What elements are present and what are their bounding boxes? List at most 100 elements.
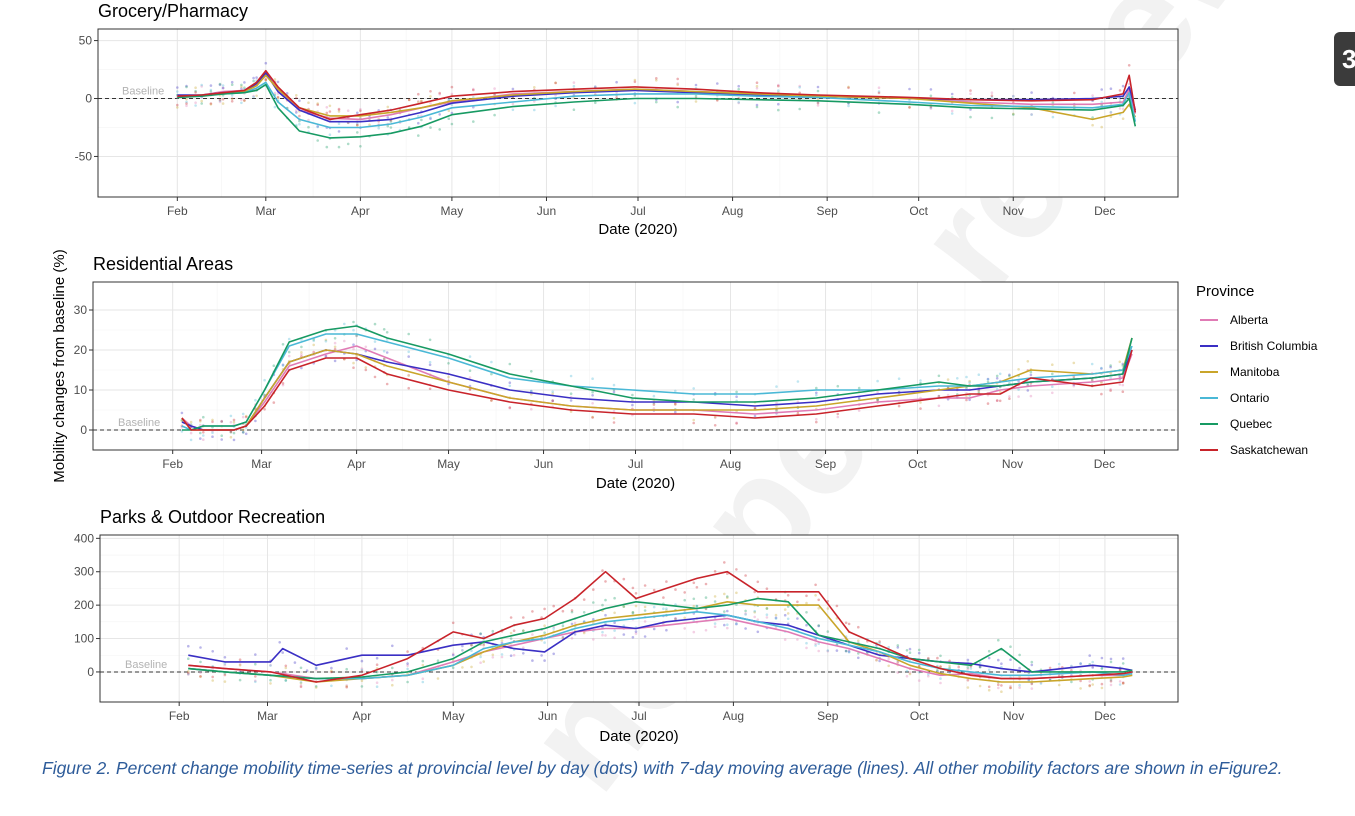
daily-dot [694, 100, 698, 103]
daily-dot [847, 650, 851, 653]
daily-dot [1018, 666, 1021, 670]
daily-dot [987, 668, 991, 672]
daily-dot [591, 390, 594, 394]
daily-dot [436, 677, 440, 680]
daily-dot [364, 368, 368, 372]
daily-dot [511, 87, 515, 91]
daily-dot [522, 616, 525, 619]
daily-dot [744, 574, 747, 577]
daily-dot [622, 577, 626, 581]
daily-dot [185, 100, 188, 104]
daily-dot [500, 655, 504, 659]
daily-dot [1100, 381, 1103, 384]
daily-dot [753, 414, 757, 418]
daily-dot [847, 650, 851, 654]
daily-dot [929, 106, 933, 109]
daily-dot [185, 97, 188, 101]
daily-dot [391, 666, 394, 670]
daily-dot [176, 86, 179, 89]
x-tick-label: Jun [538, 709, 557, 723]
daily-dot [287, 337, 291, 341]
daily-dot [429, 116, 432, 119]
daily-dot [968, 398, 971, 402]
daily-dot [857, 409, 861, 412]
daily-dot [896, 646, 900, 649]
daily-dot [844, 621, 848, 625]
daily-dot [652, 605, 656, 609]
daily-dot [816, 101, 820, 104]
series-line-ontario [188, 610, 1133, 680]
daily-dot [451, 653, 455, 657]
daily-dot [221, 86, 225, 90]
daily-dot [990, 91, 994, 94]
daily-dot [377, 126, 381, 130]
daily-dot [969, 108, 972, 111]
daily-dot [633, 80, 637, 84]
daily-dot [328, 104, 332, 108]
daily-dot [284, 664, 288, 668]
daily-dot [543, 624, 546, 627]
daily-dot [194, 101, 197, 104]
daily-dot [594, 85, 597, 88]
daily-dot [479, 661, 482, 664]
daily-dot [428, 360, 432, 364]
daily-dot [1091, 116, 1094, 119]
daily-dot [615, 96, 618, 99]
daily-dot [551, 399, 554, 403]
daily-dot [429, 95, 432, 98]
y-tick-label: 30 [74, 303, 88, 317]
daily-dot [987, 685, 991, 689]
daily-dot [908, 106, 911, 109]
daily-dot [176, 106, 179, 109]
daily-dot [674, 410, 677, 414]
daily-dot [382, 349, 386, 353]
daily-dot [509, 631, 513, 635]
daily-dot [359, 109, 362, 113]
daily-dot [238, 658, 242, 661]
daily-dot [948, 666, 951, 670]
daily-dot [805, 646, 808, 650]
daily-dot [359, 108, 362, 111]
daily-dot [877, 111, 881, 114]
daily-dot [604, 580, 607, 583]
daily-dot [826, 607, 830, 610]
daily-dot [533, 108, 536, 112]
daily-dot [382, 357, 386, 361]
daily-dot [755, 84, 759, 88]
daily-dot [1000, 690, 1003, 693]
daily-dot [998, 372, 1002, 376]
daily-dot [1121, 681, 1125, 684]
daily-dot [1051, 115, 1055, 119]
daily-dot [1121, 362, 1125, 366]
daily-dot [209, 102, 213, 105]
daily-dot [591, 415, 594, 419]
x-tick-label: Apr [347, 457, 366, 471]
x-tick-label: Jun [534, 457, 553, 471]
daily-dot [744, 627, 747, 630]
daily-dot [1026, 360, 1030, 363]
daily-dot [229, 430, 233, 434]
daily-dot [908, 106, 911, 109]
daily-dot [1012, 113, 1015, 116]
daily-dot [826, 649, 830, 653]
daily-dot [857, 656, 860, 660]
daily-dot [990, 116, 994, 120]
daily-dot [554, 81, 557, 85]
daily-dot [836, 412, 840, 416]
daily-dot [218, 98, 222, 102]
daily-dot [428, 363, 432, 367]
daily-dot [937, 394, 941, 398]
daily-dot [814, 583, 817, 587]
daily-dot [1018, 653, 1021, 657]
daily-dot [1121, 681, 1125, 685]
daily-dot [786, 612, 790, 615]
daily-dot [551, 399, 554, 403]
daily-dot [756, 618, 760, 621]
daily-dot [1008, 395, 1011, 398]
daily-dot [594, 101, 597, 105]
daily-dot [905, 674, 909, 678]
daily-dot [211, 418, 214, 422]
daily-dot [356, 124, 359, 127]
daily-dot [905, 649, 909, 652]
daily-dot [429, 90, 432, 93]
